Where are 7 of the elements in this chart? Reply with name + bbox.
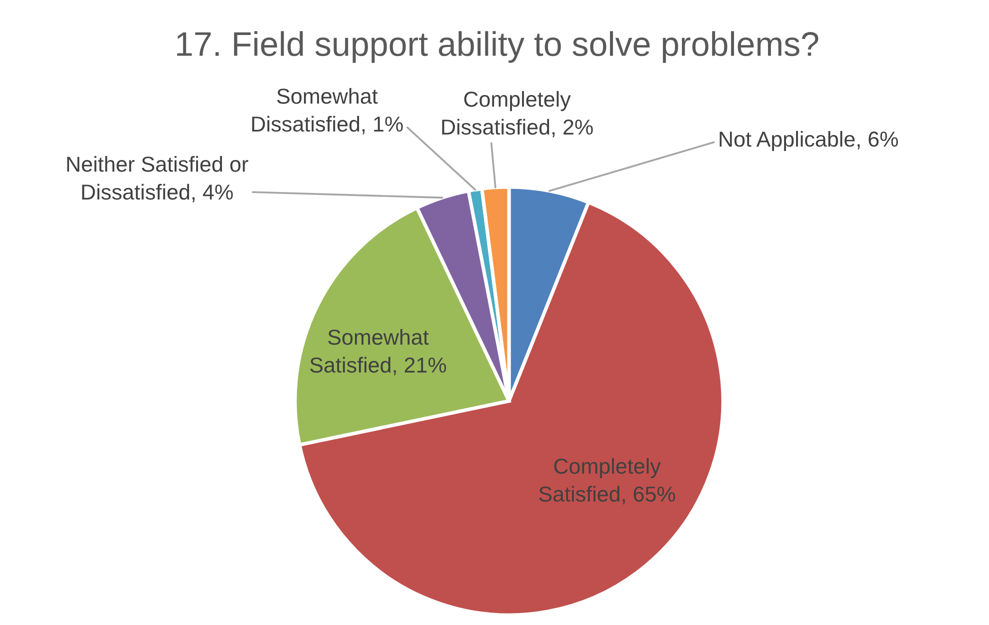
chart-title: 17. Field support ability to solve problems? [177,31,818,63]
slice-label: Somewhat Dissatisfied, 1% [252,88,403,134]
slice-label: Neither Satisfied or Dissatisfied, 4% [67,156,248,202]
slice-label: Completely Satisfied, 65% [539,458,676,504]
slice-label: Somewhat Satisfied, 21% [310,329,446,376]
slice-label: Completely Dissatisfied, 2% [442,91,593,138]
slice-label: Not Applicable, 6% [720,130,898,152]
